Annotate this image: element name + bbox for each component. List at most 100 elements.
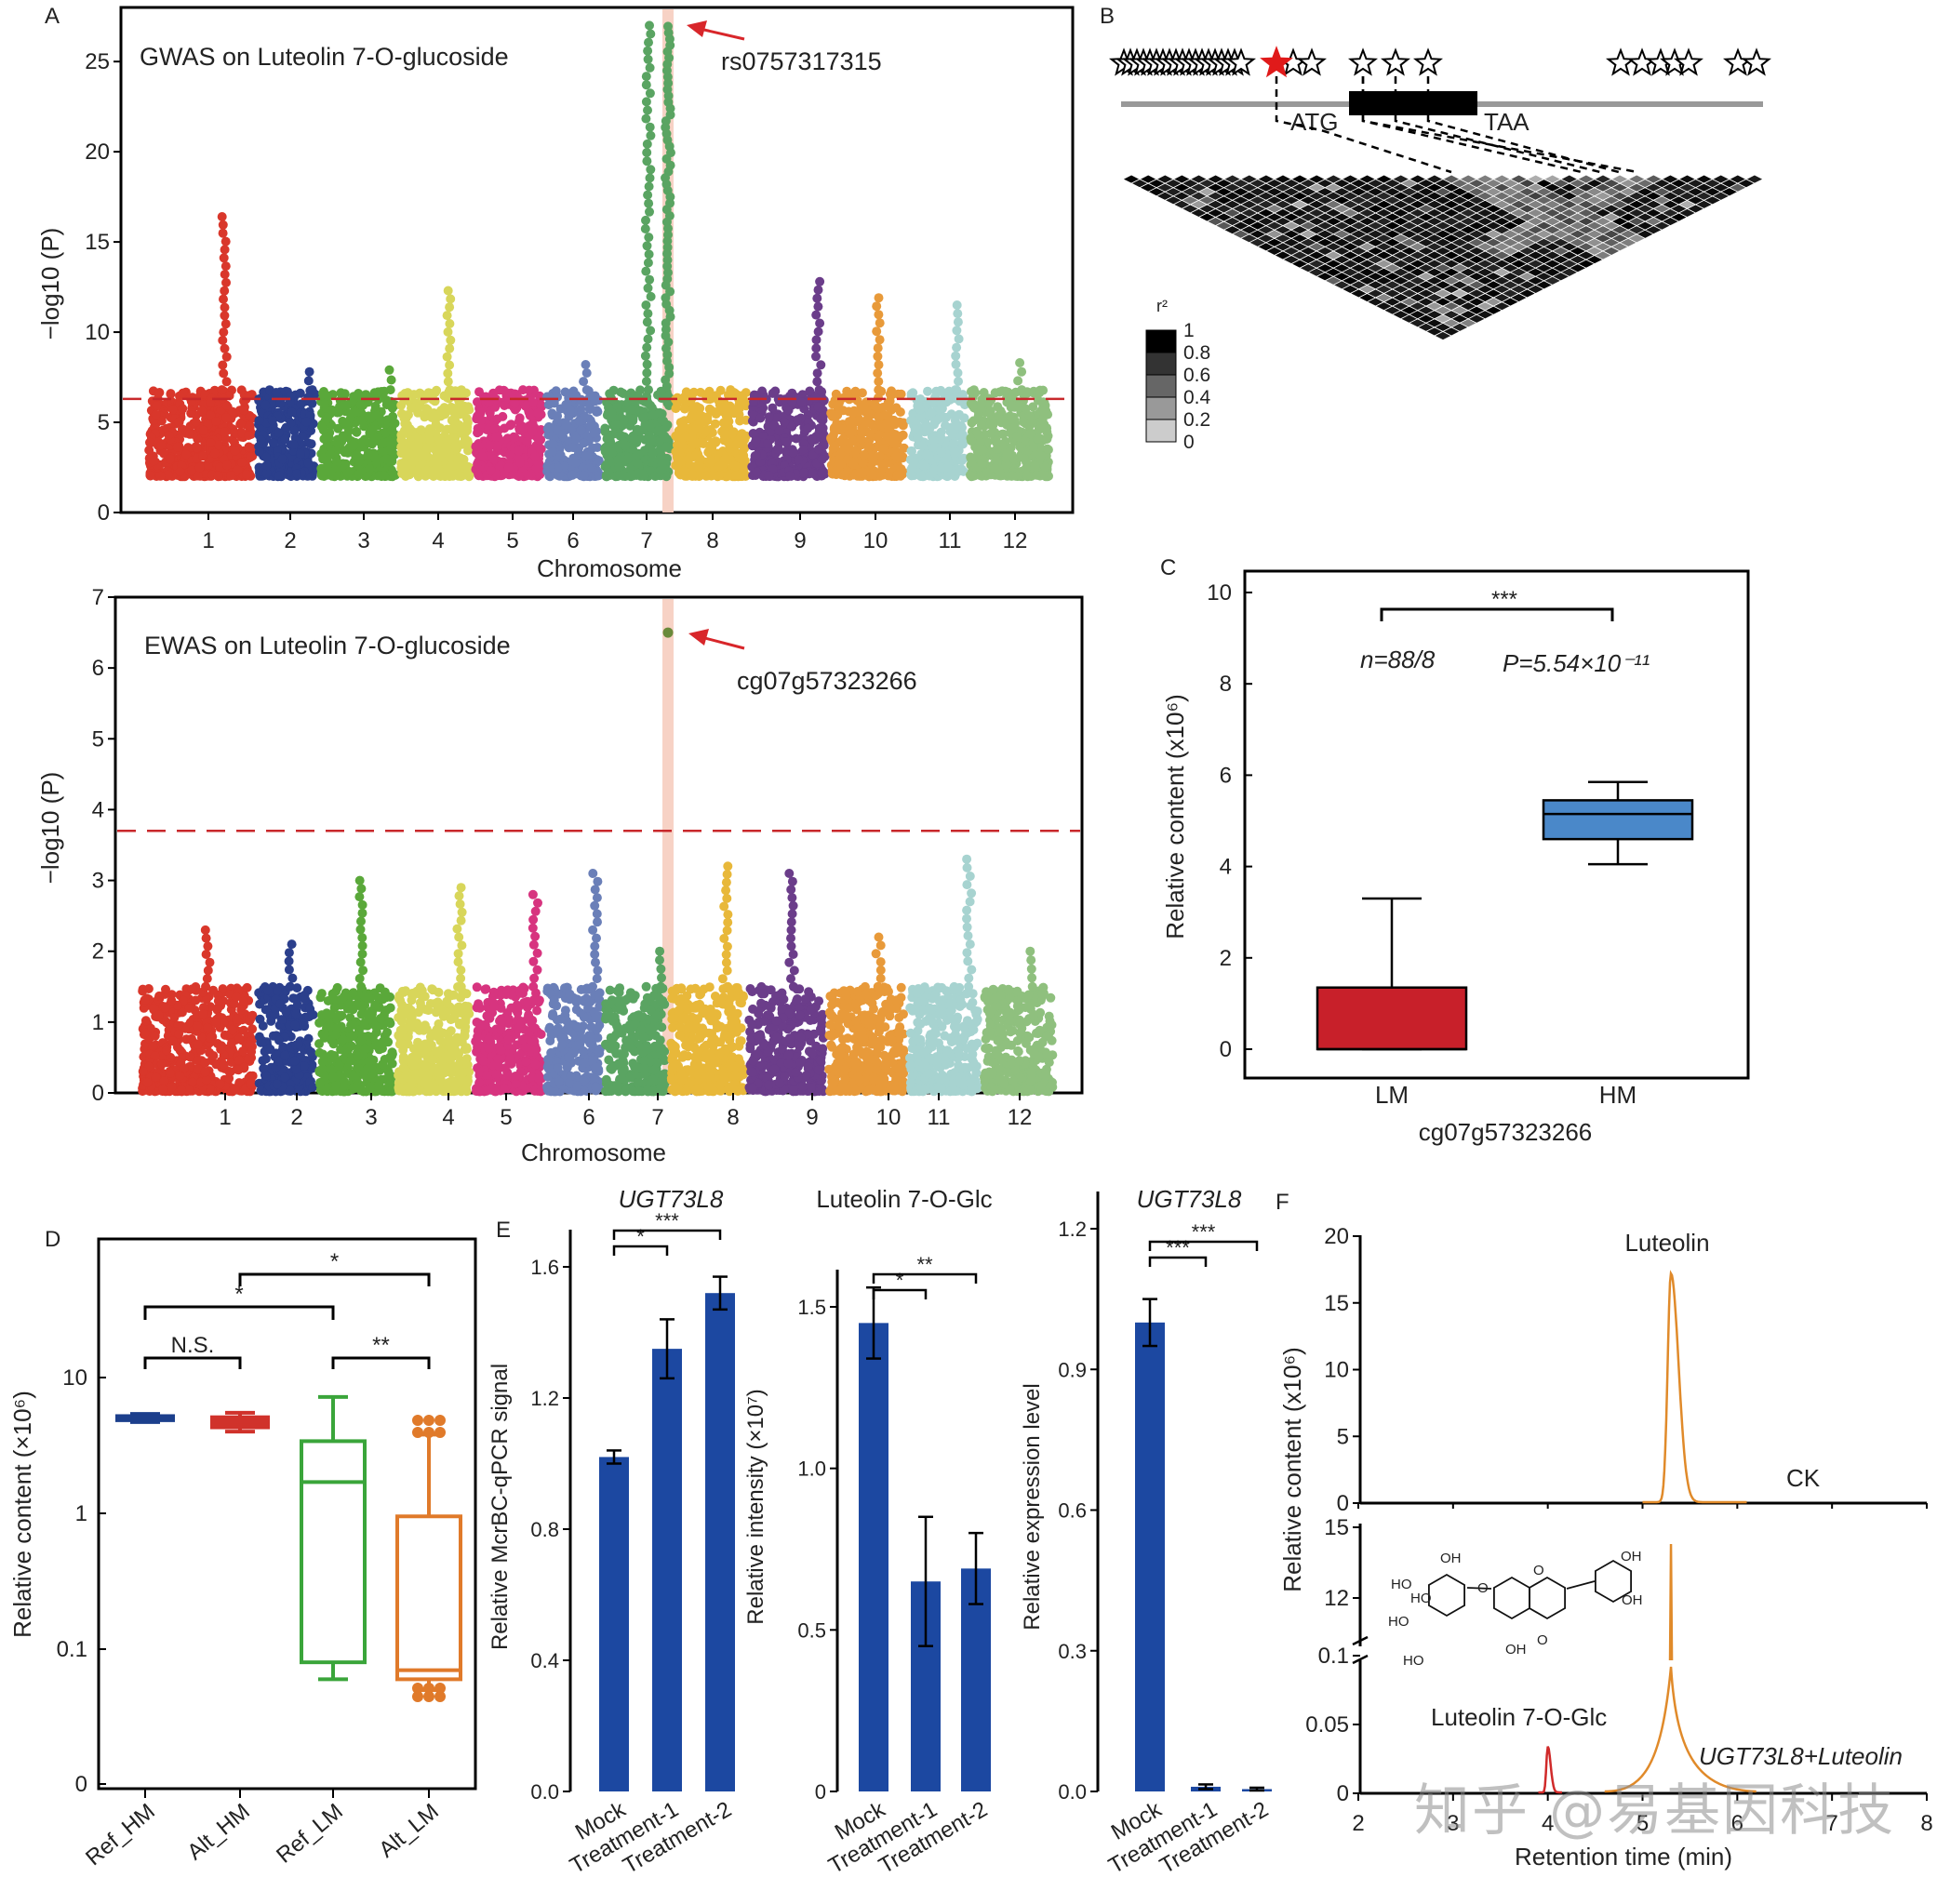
gwas-point xyxy=(397,445,407,454)
gwas-peak-point xyxy=(646,29,656,39)
ewas-point xyxy=(192,1021,202,1031)
gwas-point xyxy=(396,430,407,440)
gwas-point xyxy=(922,420,932,431)
gwas-point xyxy=(214,440,223,450)
gwas-point xyxy=(848,459,859,470)
gwas-peak-point xyxy=(873,368,883,379)
ewas-point xyxy=(140,995,150,1005)
gwas-peak-point xyxy=(446,294,456,304)
gwas-y-tick-label: 25 xyxy=(85,49,110,74)
gwas-peak-point xyxy=(813,326,823,337)
gwas-point xyxy=(579,471,589,480)
gwas-point xyxy=(946,409,956,419)
gwas-peak-point xyxy=(218,220,228,230)
gwas-point xyxy=(568,470,578,480)
gwas-point xyxy=(623,454,633,464)
gwas-peak-point xyxy=(303,376,314,386)
gwas-point xyxy=(316,421,327,432)
gwas-point xyxy=(942,462,953,473)
gwas-chromosome-tick-label: 6 xyxy=(567,528,579,553)
gwas-point xyxy=(269,438,279,448)
gwas-point xyxy=(220,433,231,444)
gwas-point xyxy=(178,388,188,398)
gwas-peak-point xyxy=(219,253,229,263)
gwas-peak-point xyxy=(218,228,228,238)
ewas-point xyxy=(193,1039,203,1049)
gwas-point xyxy=(734,409,744,419)
gwas-point xyxy=(368,437,378,446)
gwas-point xyxy=(957,430,968,440)
gwas-chromosome-9-points xyxy=(747,276,830,482)
gwas-point xyxy=(885,389,895,399)
gwas-point xyxy=(592,406,602,416)
gwas-chromosome-3-points xyxy=(316,365,400,482)
gwas-peak-point xyxy=(643,334,653,344)
gwas-point xyxy=(723,437,733,447)
gwas-peak-point xyxy=(385,385,395,395)
ewas-point xyxy=(219,1059,229,1070)
gwas-point xyxy=(402,460,412,471)
gwas-point xyxy=(389,470,399,480)
gwas-peak-point xyxy=(445,302,455,313)
gwas-point xyxy=(528,427,538,436)
gwas-point xyxy=(659,416,669,426)
gwas-point xyxy=(1012,472,1022,482)
gwas-point xyxy=(198,451,208,461)
gwas-point xyxy=(553,411,563,421)
gwas-chromosome-4-points xyxy=(396,286,474,482)
ewas-point xyxy=(165,1068,175,1078)
ewas-peak-point xyxy=(201,950,211,959)
gwas-point xyxy=(807,433,817,444)
ewas-point xyxy=(238,1025,248,1035)
gwas-peak-point xyxy=(641,113,651,124)
gwas-point xyxy=(748,429,758,438)
gwas-point xyxy=(221,400,232,410)
gwas-point xyxy=(491,433,501,442)
gwas-peak-point xyxy=(952,300,962,310)
gwas-point xyxy=(457,405,467,415)
gwas-point xyxy=(532,408,542,418)
gwas-peak-point xyxy=(304,366,314,377)
gwas-point xyxy=(755,413,766,423)
gwas-peak-point xyxy=(952,326,962,336)
gwas-point xyxy=(447,433,457,444)
gwas-point xyxy=(159,448,169,459)
gwas-point xyxy=(261,460,272,471)
gwas-point xyxy=(152,401,162,411)
gwas-y-tick-label: 15 xyxy=(85,230,110,255)
gwas-point xyxy=(432,459,442,469)
gwas-point xyxy=(1019,454,1029,463)
gwas-peak-point xyxy=(643,46,653,56)
gwas-point xyxy=(416,425,426,435)
ewas-point xyxy=(140,1016,151,1026)
ewas-point xyxy=(242,982,252,992)
gwas-point xyxy=(987,419,997,429)
gwas-point xyxy=(149,456,159,466)
gwas-peak-point xyxy=(816,360,826,370)
gwas-peak-point xyxy=(641,377,651,386)
gwas-point xyxy=(441,425,451,435)
gwas-point xyxy=(370,401,381,411)
gwas-point xyxy=(1043,445,1053,455)
gwas-point xyxy=(244,431,254,441)
gwas-peak-point xyxy=(811,335,822,345)
gwas-peak-point xyxy=(1017,385,1027,395)
gwas-point xyxy=(514,446,524,456)
ewas-point xyxy=(234,1055,244,1065)
gwas-point xyxy=(254,416,264,426)
gwas-point xyxy=(706,471,716,481)
gwas-point xyxy=(542,423,553,433)
gwas-point xyxy=(1000,386,1010,396)
gwas-point xyxy=(647,434,657,445)
gwas-point xyxy=(917,441,928,451)
ewas-point xyxy=(230,1085,240,1095)
gwas-peak-point xyxy=(954,334,964,344)
gwas-peak-point xyxy=(811,352,821,362)
gwas-point xyxy=(222,460,232,471)
panel-letter-f: F xyxy=(1276,1190,1289,1215)
gwas-point xyxy=(884,402,894,412)
gwas-point xyxy=(233,465,243,474)
gwas-point xyxy=(1002,447,1012,458)
gwas-point xyxy=(177,404,187,414)
gwas-point xyxy=(155,471,166,481)
